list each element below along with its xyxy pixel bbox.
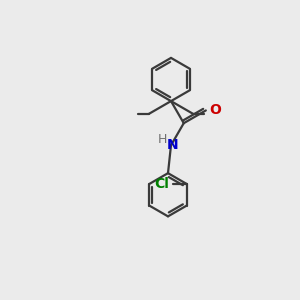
Text: O: O bbox=[209, 103, 221, 117]
Text: N: N bbox=[167, 138, 178, 152]
Text: H: H bbox=[158, 134, 167, 146]
Text: Cl: Cl bbox=[154, 177, 169, 191]
